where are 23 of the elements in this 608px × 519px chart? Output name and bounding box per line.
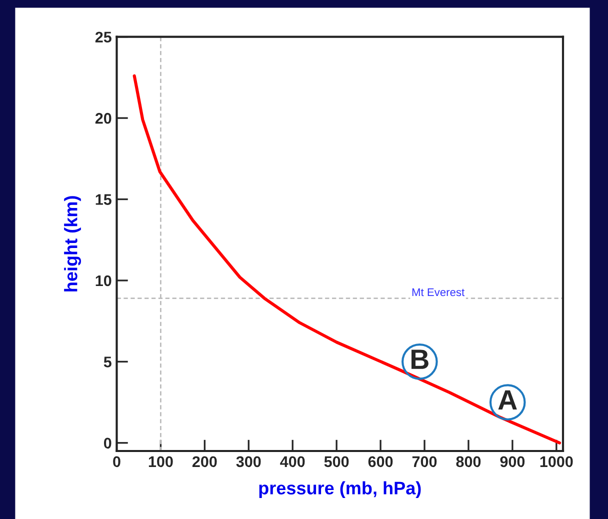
x-tick-label: 900: [500, 456, 525, 468]
x-tick-label: 300: [236, 456, 261, 468]
x-tick-label: 400: [280, 456, 305, 468]
annotation: B: [412, 350, 428, 369]
x-tick-label: 200: [192, 456, 217, 468]
x-tick-label: 500: [324, 456, 349, 468]
line-series: [132, 74, 562, 444]
y-tick-label: 20: [95, 112, 112, 124]
x-tick-label: 100: [148, 456, 173, 468]
x-tick-label: 600: [368, 456, 393, 468]
y-tick-label: 5: [104, 356, 112, 368]
annotation: A: [498, 390, 517, 410]
y-axis-title: height (km): [64, 196, 81, 292]
ref-line-label: Mt Everest: [412, 288, 465, 296]
x-tick-label: 800: [456, 456, 481, 468]
y-tick-label: 25: [95, 32, 112, 43]
x-tick-label: 1000: [540, 456, 573, 468]
x-tick-label: 0: [113, 456, 120, 468]
y-tick-label: 15: [96, 194, 112, 205]
x-axis-title: pressure (mb, hPa): [259, 481, 421, 498]
y-tick-label: 0: [104, 438, 112, 449]
x-tick-label: 700: [412, 456, 437, 468]
y-tick-label: 10: [96, 275, 112, 286]
